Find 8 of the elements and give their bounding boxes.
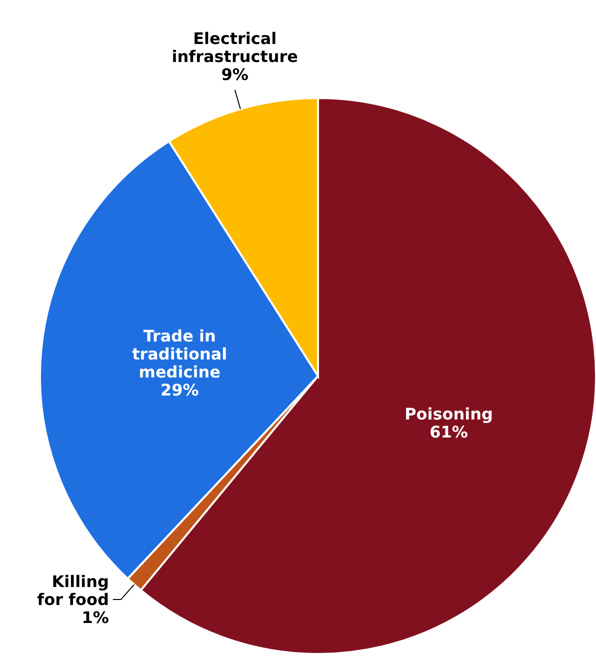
data-label: 9% — [221, 64, 248, 84]
slice-label: Trade in traditional medicine — [132, 326, 228, 382]
data-label: 1% — [82, 608, 109, 628]
data-label: 61% — [430, 422, 468, 442]
slice-label: Killing for food — [37, 572, 109, 610]
slice-label: Electrical infrastructure — [172, 28, 298, 66]
slice-label: Poisoning — [404, 404, 493, 424]
data-label: 29% — [160, 380, 199, 400]
